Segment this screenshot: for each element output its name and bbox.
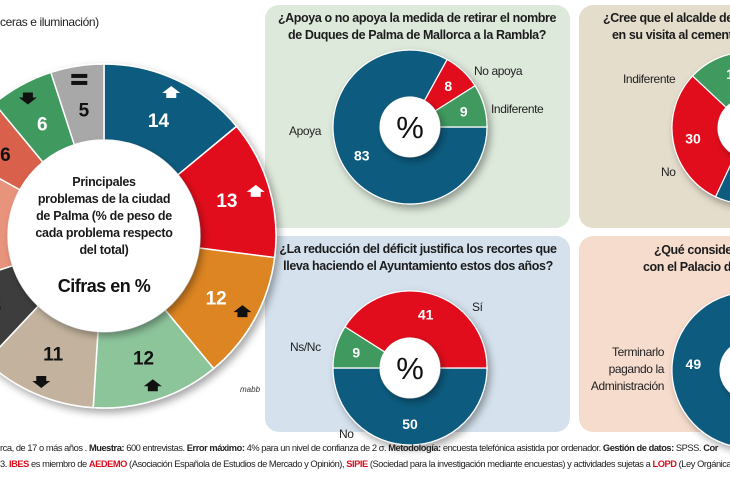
footer-line-1: rca, de 17 o más años . Muestra: 600 ent… [0, 443, 719, 453]
slice-value-label: 8 [0, 295, 1, 316]
center-line-3: de Palma (% de peso de [36, 209, 172, 223]
main-donut-chart: 14 13 12 12 11 8 6 6 5 [0, 63, 277, 409]
footer-line-2: 3. IBES es miembro de AEDEMO (Asociación… [0, 459, 730, 469]
slice-value-label: 41 [418, 306, 434, 322]
header-subtitle-fragment: ceras e iluminación) [0, 15, 99, 29]
donut-slice [671, 294, 730, 446]
slice-value-label: 12 [206, 289, 227, 310]
footer-segment: SPSS. [674, 443, 703, 453]
main-donut-center: Principales problemas de la ciudad de Pa… [35, 175, 173, 296]
q1-title-line-2: de Duques de Palma de Mallorca a la Ramb… [288, 28, 546, 42]
q1-label-indiferente: Indiferente [491, 102, 544, 116]
q4-label-line-1: Terminarlo [612, 345, 665, 359]
slice-value-label: 14 [148, 111, 170, 132]
slice-value-label: 12 [133, 349, 154, 370]
footer-segment: es miembro de [29, 459, 89, 469]
slice-value-label: 13 [216, 191, 237, 212]
footer-segment: AEDEMO [89, 459, 127, 469]
q4-donut-chart: 49 [671, 294, 730, 446]
footer-segment: IBES [9, 459, 29, 469]
footer-segment: 3. [0, 459, 9, 469]
q2-label-no: No [339, 427, 354, 441]
arrow-up-icon [246, 184, 265, 197]
footer-segment: rca, de 17 o más años . [0, 443, 89, 453]
q4-title-line-1: ¿Qué considera [654, 243, 730, 257]
slice-value-label: 11 [43, 344, 64, 365]
donut-slice [691, 53, 730, 109]
donut-hole [718, 104, 730, 152]
footer-segment: Cor [703, 443, 718, 453]
center-units: Cifras en % [58, 276, 151, 296]
q2-label-si: Sí [472, 300, 484, 314]
q3-label-no: No [661, 165, 676, 179]
q1-title-line-1: ¿Apoya o no apoya la medida de retirar e… [278, 11, 557, 25]
footer-segment: Muestra: [89, 443, 124, 453]
q2-title-line-1: ¿La reducción del déficit justifica los … [279, 242, 557, 256]
q3-title-line-1: ¿Cree que el alcalde deb [603, 11, 730, 25]
slice-value-label: 9 [352, 344, 360, 360]
slice-value-label: 83 [354, 148, 370, 164]
donut-slice [714, 164, 730, 203]
slice-value-label: 8 [444, 78, 452, 94]
footer-segment: (Sociedad para la investigación mediante… [368, 459, 653, 469]
arrow-up-icon [233, 305, 252, 318]
footer-segment: 4% para un nivel de confianza de 2 σ. [245, 443, 389, 453]
footer-segment: Metodología: [388, 443, 441, 453]
q1-label-no-apoya: No apoya [474, 64, 523, 78]
footer-segment: (Asociación Española de Estudios de Merc… [127, 459, 346, 469]
arrow-up-icon [162, 86, 181, 99]
q2-donut-chart: 50 9 41% [332, 290, 488, 446]
donut-hole [380, 97, 440, 157]
q4-label-line-2: pagando la [609, 362, 665, 376]
arrow-up-icon [143, 379, 162, 392]
center-line-5: del total) [79, 243, 128, 257]
footer-segment: Gestión de datos: [603, 443, 674, 453]
donut-hole [8, 140, 200, 332]
percent-symbol: % [396, 351, 424, 386]
q2-title-line-2: lleva haciendo el Ayuntamiento estos dos… [283, 259, 553, 273]
donut-hole [380, 338, 440, 398]
slice-value-label: 9 [460, 103, 468, 119]
center-line-1: Principales [72, 175, 136, 189]
q4-title-line-2: con el Palacio d [643, 260, 730, 274]
slice-value-label: 18 [726, 66, 730, 82]
footer-segment: encuesta telefónica asistida por ordenad… [441, 443, 603, 453]
footer-segment: (Ley Orgánica d [677, 459, 730, 469]
q3-donut-chart: 30 18 [671, 53, 730, 203]
arrow-down-icon [32, 376, 51, 389]
footer-segment: LOPD [653, 459, 678, 469]
slice-value-label: 49 [686, 356, 702, 372]
credit: mabb [240, 385, 261, 394]
donut-hole [720, 347, 730, 393]
q3-title-line-2: en su visita al cemento [612, 28, 730, 42]
slice-value-label: 6 [37, 115, 48, 136]
q1-donut-chart: 83 89% [332, 49, 488, 205]
slice-value-label: 6 [0, 145, 11, 166]
footer-segment: Error máximo: [187, 443, 245, 453]
arrow-down-icon [18, 92, 37, 105]
slice-value-label: 30 [685, 131, 701, 147]
q2-label-nsnc: Ns/Nc [290, 340, 321, 354]
footer-segment: 600 entrevistas. [124, 443, 187, 453]
footer-segment: SIPIE [346, 459, 368, 469]
center-line-2: problemas de la ciudad [38, 192, 170, 206]
equals-icon [71, 73, 88, 85]
center-line-4: cada problema respecto [35, 226, 173, 240]
q3-label-indiferente: Indiferente [623, 72, 676, 86]
q4-label-line-3: Administración [591, 379, 664, 393]
slice-value-label: 50 [402, 416, 418, 432]
slice-value-label: 5 [79, 100, 90, 121]
q1-label-apoya: Apoya [289, 124, 322, 138]
percent-symbol: % [396, 110, 424, 145]
